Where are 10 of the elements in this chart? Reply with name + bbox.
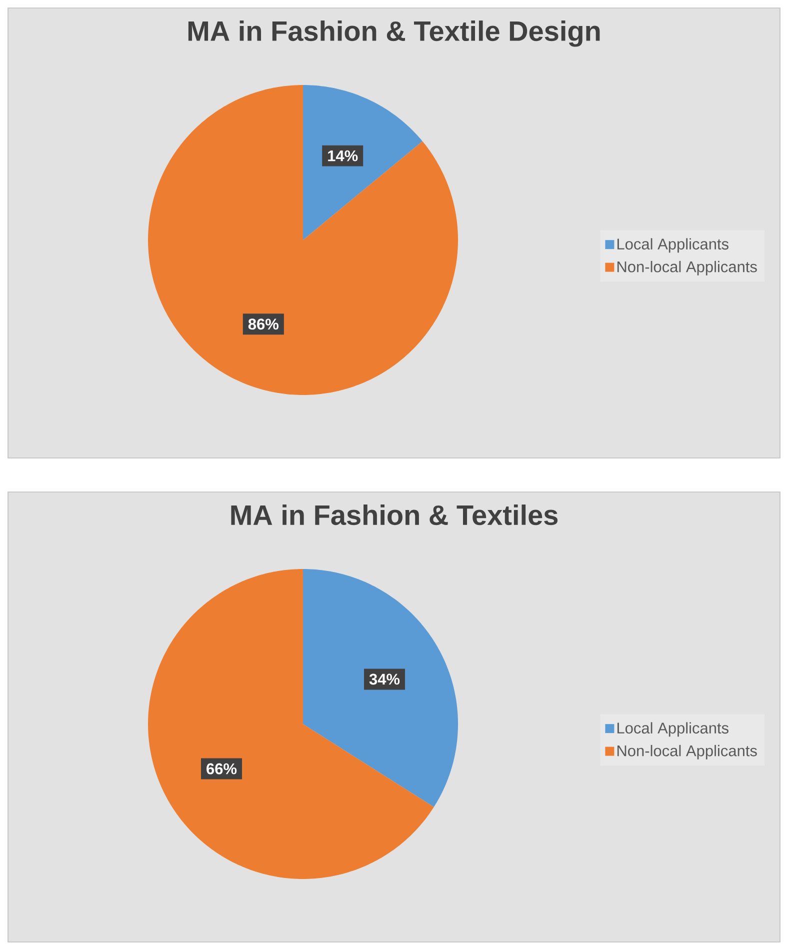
chart-title: MA in Fashion & Textile Design [188, 20, 600, 47]
legend-label: Non-local Applicants [617, 744, 757, 760]
data-label: 86% [248, 318, 278, 330]
data-label: 34% [369, 674, 400, 685]
chart-title: MA in Fashion & Textiles [231, 504, 558, 526]
data-label: 66% [206, 763, 237, 774]
legend-label: Local Applicants [617, 238, 728, 253]
legend-label: Non-local Applicants [617, 260, 757, 276]
data-label: 14% [328, 150, 358, 162]
legend-label: Local Applicants [617, 722, 728, 737]
